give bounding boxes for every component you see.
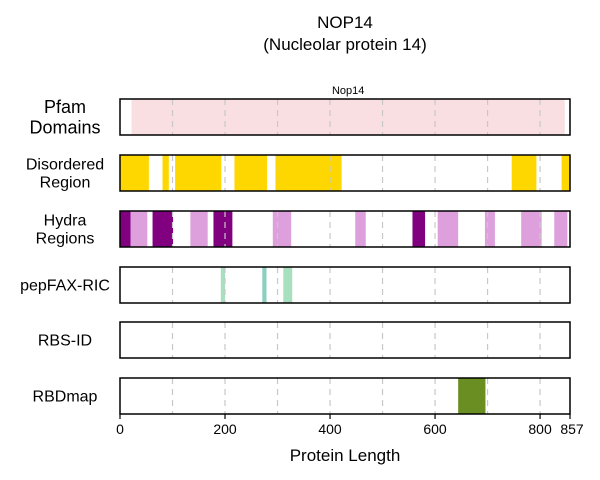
row-frame	[119, 210, 571, 248]
row-label: Pfam Domains	[29, 97, 100, 137]
row-frame	[119, 266, 571, 304]
row-label-line: Region	[40, 175, 91, 192]
row-label-line: pepFAX-RIC	[20, 278, 110, 295]
feature-segment	[130, 211, 148, 247]
feature-segment	[162, 155, 169, 191]
row-label: pepFAX-RIC	[20, 278, 110, 295]
feature-row: pepFAX-RIC	[20, 266, 571, 304]
row-label: RBDmap	[33, 389, 98, 406]
x-tick-label: 800	[528, 421, 552, 437]
feature-segment	[234, 155, 268, 191]
row-label: RBS-ID	[38, 333, 92, 350]
x-axis: 0 200 400 600 800 857	[116, 414, 584, 437]
feature-row: Hydra Regions	[36, 210, 571, 248]
row-frame	[119, 377, 571, 415]
x-tick-label: 400	[318, 421, 342, 437]
feature-segment	[220, 267, 226, 303]
feature-segment	[152, 211, 174, 247]
row-frame	[119, 154, 571, 192]
feature-row: Disordered Region	[26, 154, 571, 192]
feature-row: RBS-ID	[38, 321, 571, 359]
row-label-line: Regions	[36, 231, 95, 248]
x-tick-label: 600	[423, 421, 447, 437]
x-axis-label: Protein Length	[290, 446, 401, 465]
row-frame	[119, 321, 571, 359]
feature-segment	[131, 99, 565, 135]
row-label-line: RBDmap	[33, 389, 98, 406]
row-label: Disordered Region	[26, 157, 104, 192]
feature-segment	[484, 211, 495, 247]
feature-segment	[511, 155, 537, 191]
feature-segment	[283, 267, 293, 303]
feature-segment	[521, 211, 542, 247]
chart-subtitle: (Nucleolar protein 14)	[263, 35, 426, 54]
x-tick-label: 0	[116, 421, 124, 437]
feature-segment	[262, 267, 267, 303]
feature-row: RBDmap	[33, 377, 571, 415]
x-tick-label: 857	[560, 421, 584, 437]
feature-segment	[412, 211, 426, 247]
feature-segment	[190, 211, 208, 247]
feature-segment	[355, 211, 366, 247]
feature-segment	[120, 211, 131, 247]
feature-segment	[120, 155, 149, 191]
feature-segment	[275, 155, 342, 191]
x-tick-label: 200	[213, 421, 237, 437]
row-label-line: RBS-ID	[38, 333, 92, 350]
domain-label: Nop14	[332, 85, 364, 97]
row-label-line: Disordered	[26, 157, 104, 174]
row-frame	[119, 98, 571, 136]
feature-segment	[561, 155, 570, 191]
feature-segment	[213, 211, 233, 247]
row-label-line: Hydra	[44, 213, 87, 230]
feature-segment	[554, 211, 568, 247]
feature-segment	[272, 211, 292, 247]
row-label-line: Pfam	[44, 97, 86, 117]
row-label: Hydra Regions	[36, 213, 95, 248]
row-label-line: Domains	[29, 117, 100, 137]
feature-segment	[458, 378, 486, 414]
chart-title: NOP14	[317, 13, 373, 32]
feature-segment	[437, 211, 459, 247]
feature-row: Nop14 Pfam Domains	[29, 85, 571, 137]
feature-segment	[175, 155, 222, 191]
